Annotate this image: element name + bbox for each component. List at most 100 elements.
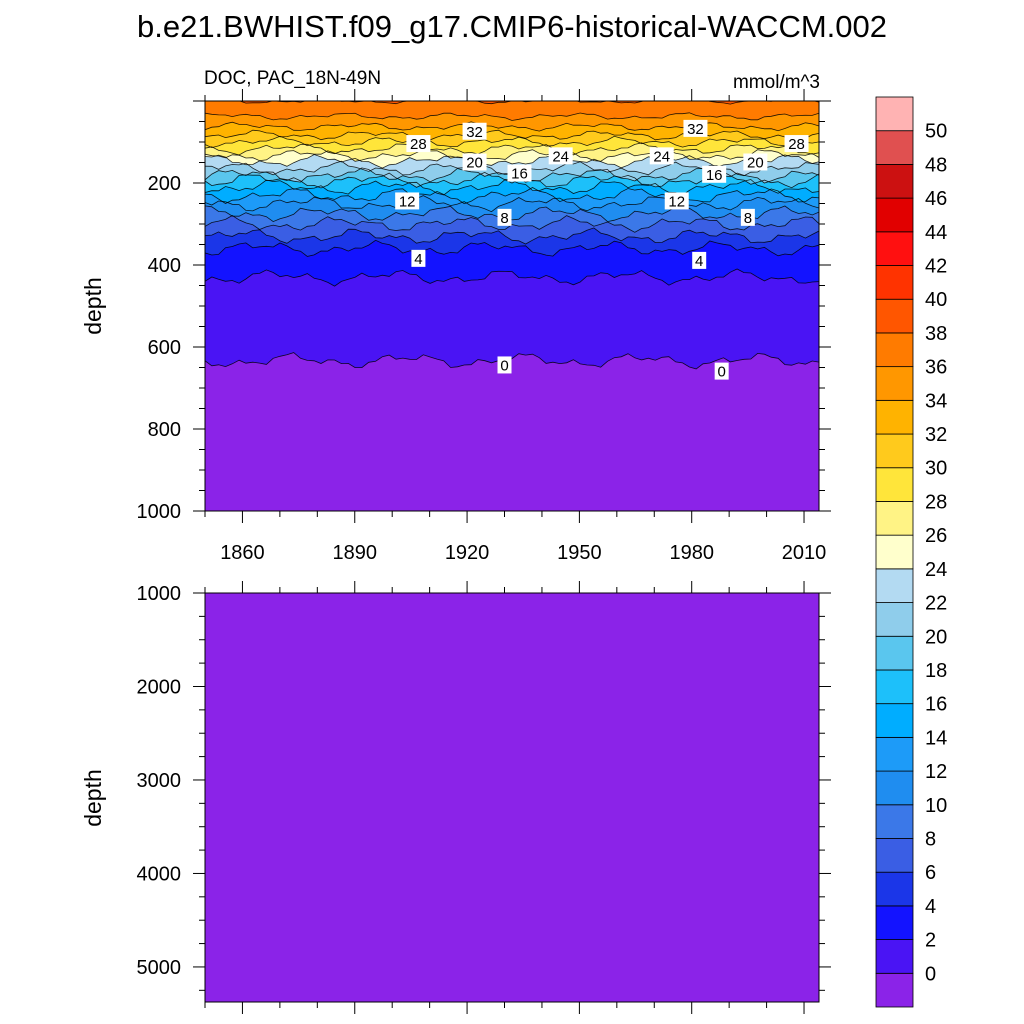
colorbar-box bbox=[875, 669, 914, 705]
colorbar-box bbox=[875, 602, 914, 637]
colorbar-box bbox=[875, 838, 914, 873]
contour-band bbox=[205, 101, 819, 121]
contour-label: 8 bbox=[740, 208, 755, 227]
svg-text:28: 28 bbox=[410, 136, 427, 153]
x-tick-label: 1860 bbox=[220, 542, 265, 564]
y-tick-label: 5000 bbox=[137, 957, 182, 979]
colorbar-label: 22 bbox=[925, 593, 947, 615]
colorbar-box bbox=[875, 635, 914, 671]
bottom-panel-contour-fill bbox=[205, 593, 819, 1002]
colorbar-label: 18 bbox=[925, 660, 947, 682]
svg-text:4: 4 bbox=[695, 253, 703, 270]
svg-text:8: 8 bbox=[744, 210, 752, 227]
contour-line bbox=[205, 135, 819, 149]
colorbar-box bbox=[875, 804, 914, 839]
colorbar-label: 2 bbox=[925, 930, 936, 952]
contour-label: 12 bbox=[395, 192, 420, 210]
contour-label: 16 bbox=[507, 164, 532, 183]
colorbar-box bbox=[875, 164, 914, 199]
colorbar-label: 42 bbox=[925, 256, 947, 278]
top-panel-contour-lines bbox=[205, 101, 819, 370]
colorbar-label: 10 bbox=[925, 795, 947, 817]
colorbar-box bbox=[875, 433, 914, 469]
svg-text:4: 4 bbox=[414, 251, 422, 268]
y-tick-label: 1000 bbox=[137, 583, 182, 605]
top-panel-units-label: mmol/m^3 bbox=[733, 72, 820, 93]
colorbar-box bbox=[875, 770, 914, 806]
colorbar-label: 32 bbox=[925, 424, 947, 446]
y-tick-label: 4000 bbox=[137, 863, 182, 885]
colorbar: 0246810121416182022242628303234363840424… bbox=[875, 96, 947, 1008]
contour-line bbox=[205, 195, 819, 213]
colorbar-label: 24 bbox=[925, 559, 947, 581]
svg-text:12: 12 bbox=[668, 193, 685, 210]
x-tick-label: 2010 bbox=[782, 542, 827, 564]
colorbar-label: 20 bbox=[925, 626, 947, 648]
svg-text:28: 28 bbox=[788, 136, 805, 153]
contour-band bbox=[239, 101, 819, 105]
colorbar-box bbox=[875, 399, 914, 435]
contour-label: 4 bbox=[411, 249, 426, 268]
contour-label: 28 bbox=[406, 135, 431, 153]
colorbar-box bbox=[875, 568, 914, 603]
top-panel-x-axis: 1860 1890 1920 1950 1980 2010 bbox=[204, 89, 827, 564]
colorbar-box bbox=[875, 871, 914, 907]
colorbar-label: 36 bbox=[925, 357, 947, 379]
contour-label: 0 bbox=[714, 362, 729, 381]
contour-label: 20 bbox=[462, 153, 487, 172]
contour-label: 16 bbox=[702, 165, 727, 184]
colorbar-box bbox=[875, 905, 914, 940]
bottom-panel-x-axis bbox=[204, 581, 805, 1014]
contour-label: 24 bbox=[649, 147, 674, 165]
contour-line bbox=[205, 352, 819, 370]
y-tick-label: 3000 bbox=[137, 770, 182, 792]
colorbar-label: 14 bbox=[925, 727, 947, 749]
svg-text:16: 16 bbox=[706, 167, 723, 184]
contour-line bbox=[205, 227, 819, 245]
colorbar-label: 34 bbox=[925, 390, 947, 412]
contour-label: 12 bbox=[664, 192, 689, 210]
colorbar-box bbox=[875, 736, 914, 772]
x-tick-label: 1890 bbox=[333, 542, 378, 564]
colorbar-label: 4 bbox=[925, 896, 936, 918]
colorbar-box bbox=[875, 130, 914, 165]
colorbar-box bbox=[875, 467, 914, 502]
colorbar-label: 44 bbox=[925, 222, 947, 244]
contour-line bbox=[205, 112, 819, 121]
colorbar-box bbox=[875, 332, 914, 368]
colorbar-label: 30 bbox=[925, 458, 947, 480]
x-tick-label: 1950 bbox=[557, 542, 602, 564]
colorbar-box bbox=[875, 298, 914, 334]
colorbar-box bbox=[875, 703, 914, 738]
contour-line bbox=[205, 148, 819, 162]
top-panel-ylabel: depth bbox=[80, 277, 106, 335]
contour-label: 4 bbox=[692, 251, 707, 270]
top-panel-contour-labels: 32 32 28 28 24 24 20 20 16 16 12 12 8 8 4 4 0 0 bbox=[395, 119, 809, 381]
bottom-panel-y-axis: 1000 2000 3000 4000 5000 bbox=[137, 583, 831, 991]
y-tick-label: 200 bbox=[148, 173, 181, 195]
contour-line bbox=[205, 215, 819, 233]
contour-label: 20 bbox=[743, 153, 768, 172]
svg-text:24: 24 bbox=[552, 148, 569, 165]
top-panel-contour-fill bbox=[205, 101, 819, 511]
colorbar-label: 12 bbox=[925, 761, 947, 783]
colorbar-label: 26 bbox=[925, 525, 947, 547]
colorbar-box bbox=[875, 197, 914, 233]
colorbar-box bbox=[875, 366, 914, 401]
svg-text:12: 12 bbox=[399, 193, 416, 210]
colorbar-boxes bbox=[875, 96, 914, 1008]
svg-text:0: 0 bbox=[717, 364, 725, 381]
contour-line bbox=[205, 142, 819, 156]
y-tick-label: 800 bbox=[148, 419, 181, 441]
contour-label: 24 bbox=[548, 147, 573, 165]
contour-line bbox=[205, 101, 819, 105]
top-panel-left-label: DOC, PAC_18N-49N bbox=[204, 68, 381, 89]
bottom-panel: 1000 2000 3000 4000 5000 depth bbox=[80, 581, 831, 1014]
svg-text:20: 20 bbox=[466, 155, 483, 172]
y-tick-label: 2000 bbox=[137, 676, 182, 698]
svg-text:32: 32 bbox=[687, 121, 704, 138]
colorbar-label: 38 bbox=[925, 323, 947, 345]
colorbar-box bbox=[875, 972, 914, 1008]
